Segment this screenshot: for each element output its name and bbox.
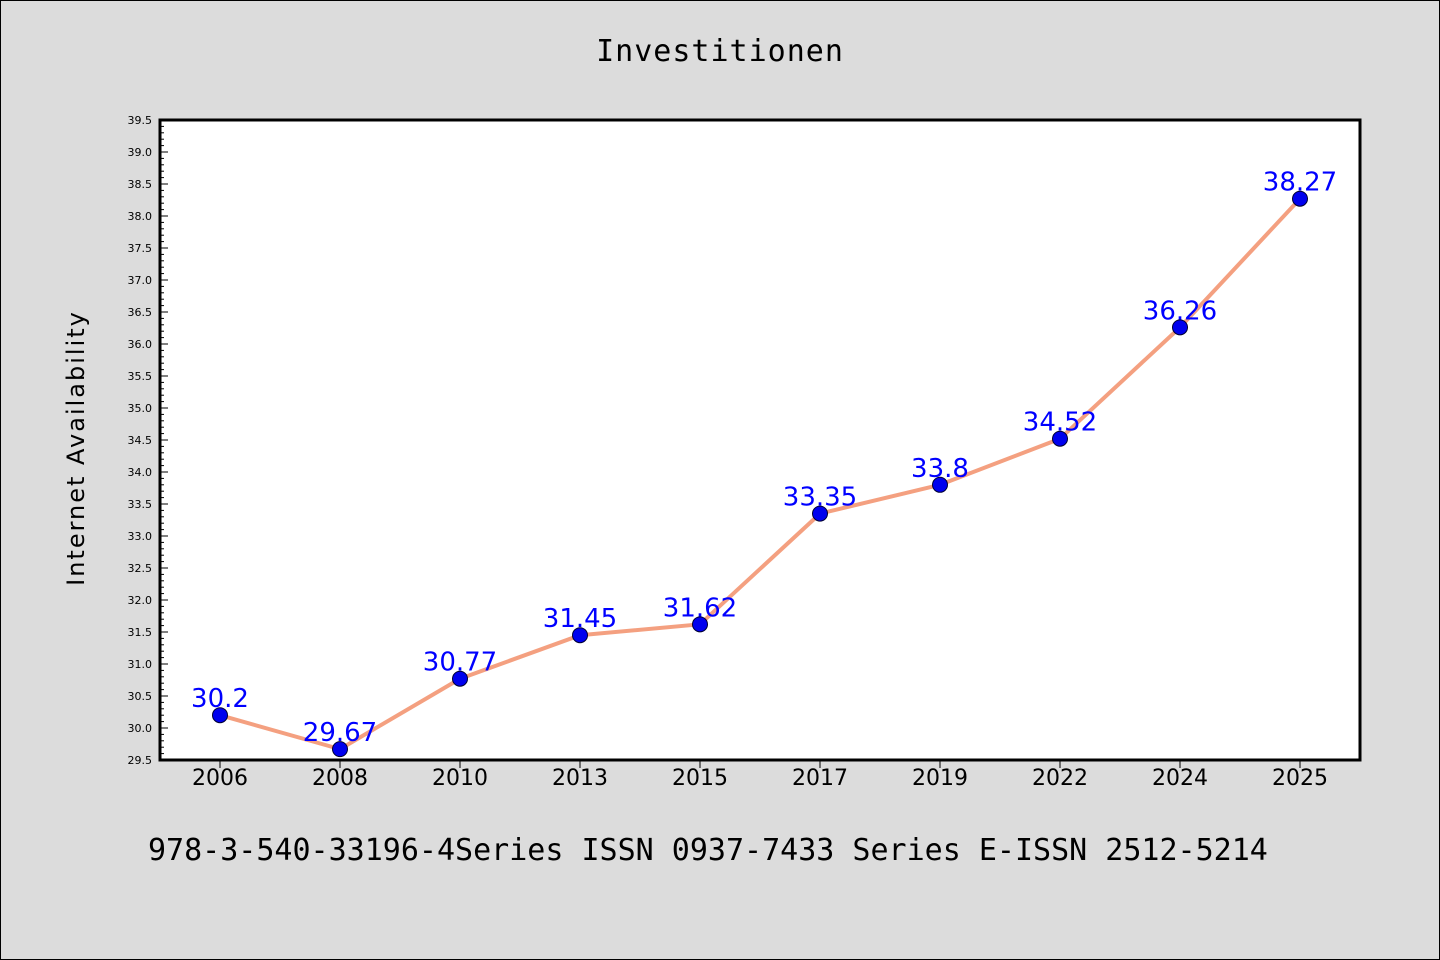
y-tick-label: 36.0: [128, 338, 153, 351]
y-tick-label: 39.5: [128, 114, 153, 127]
x-tick-label: 2008: [312, 766, 368, 791]
y-tick-label: 38.0: [128, 210, 153, 223]
data-point: [932, 476, 948, 493]
y-tick-label: 33.0: [128, 530, 153, 543]
y-tick-label: 31.5: [128, 626, 153, 639]
y-tick-label: 38.5: [128, 178, 153, 191]
chart-title: Investitionen: [596, 34, 844, 69]
data-label: 29.67: [303, 718, 377, 748]
y-tick-label: 36.5: [128, 306, 153, 319]
y-tick-label: 30.0: [128, 722, 153, 735]
x-tick-label: 2015: [672, 766, 728, 791]
y-tick-label: 32.0: [128, 594, 153, 607]
y-tick-label: 37.5: [128, 242, 153, 255]
data-point: [1172, 319, 1188, 336]
data-label: 33.35: [783, 483, 857, 513]
y-tick-label: 30.5: [128, 690, 153, 703]
x-tick-label: 2019: [912, 766, 968, 791]
y-tick-label: 34.5: [128, 434, 153, 447]
data-label: 36.26: [1143, 296, 1217, 326]
series-line: [219, 197, 1302, 752]
x-tick-label: 2024: [1152, 766, 1208, 791]
data-label: 30.77: [423, 648, 497, 678]
y-tick-label: 29.5: [128, 754, 153, 767]
data-label: 31.62: [663, 593, 737, 623]
y-tick-label: 32.5: [128, 562, 153, 575]
data-point: [212, 707, 228, 724]
y-tick-label: 33.5: [128, 498, 153, 511]
y-tick-label: 34.0: [128, 466, 153, 479]
x-tick-label: 2010: [432, 766, 488, 791]
data-point: [572, 627, 588, 644]
x-tick-label: 2025: [1272, 766, 1328, 791]
plot-area: [160, 120, 1360, 760]
x-tick-label: 2006: [192, 766, 248, 791]
data-point: [692, 616, 708, 633]
data-label: 34.52: [1023, 408, 1097, 438]
data-label: 38.27: [1263, 168, 1337, 198]
x-tick-label: 2022: [1032, 766, 1088, 791]
data-point: [452, 670, 468, 687]
data-point: [812, 505, 828, 522]
data-point: [332, 741, 348, 758]
data-point: [1292, 190, 1308, 207]
y-tick-label: 35.5: [128, 370, 153, 383]
data-point: [1052, 430, 1068, 447]
plot-frame: [158, 118, 1362, 762]
y-tick-label: 39.0: [128, 146, 153, 159]
x-tick-label: 2017: [792, 766, 848, 791]
y-tick-label: 35.0: [128, 402, 153, 415]
data-label: 33.8: [911, 454, 969, 484]
footer-text: 978-3-540-33196-4Series ISSN 0937-7433 S…: [148, 833, 1268, 868]
x-tick-label: 2013: [552, 766, 608, 791]
y-tick-label: 31.0: [128, 658, 153, 671]
data-label: 31.45: [543, 604, 617, 634]
data-label: 30.2: [191, 684, 249, 714]
y-tick-label: 37.0: [128, 274, 153, 287]
